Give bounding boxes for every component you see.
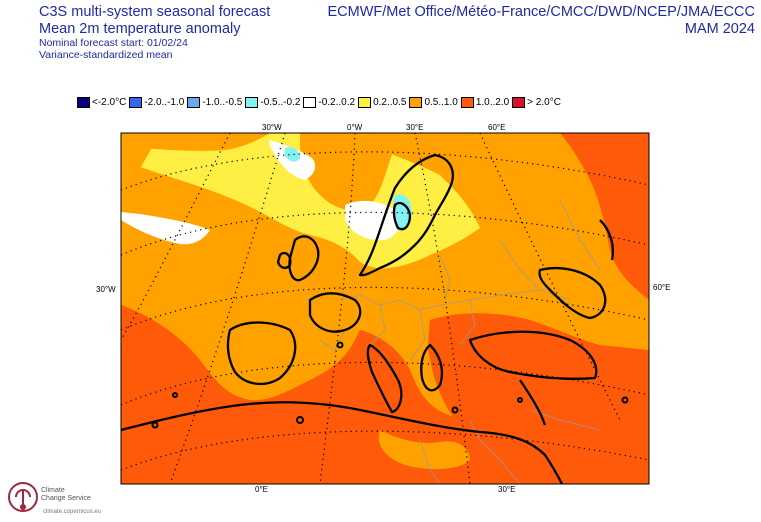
coastlines bbox=[121, 153, 614, 484]
legend-label: 0.2..0.5 bbox=[373, 96, 407, 108]
legend-swatch bbox=[77, 96, 90, 108]
legend-swatch bbox=[460, 96, 474, 108]
legend-item: -1.0..-0.5 bbox=[187, 96, 243, 108]
field-orange-iceland bbox=[300, 133, 392, 211]
legend-item: 0.2..0.5 bbox=[358, 96, 407, 108]
legend-item: > 2.0°C bbox=[512, 96, 561, 108]
legend: <-2.0°C -2.0..-1.0 -1.0..-0.5 -0.5..-0.2 -0.… bbox=[77, 95, 564, 109]
legend-label: 0.5..1.0 bbox=[424, 96, 458, 108]
legend-swatch bbox=[512, 96, 526, 108]
forecast-method: Variance-standardized mean bbox=[39, 49, 173, 62]
logo-name-line2: Change Service bbox=[41, 494, 91, 502]
forecast-start: Nominal forecast start: 01/02/24 bbox=[39, 37, 188, 50]
legend-label: <-2.0°C bbox=[92, 96, 127, 108]
season-label: MAM 2024 bbox=[684, 20, 755, 37]
lat-label-right-60e: 60°E bbox=[653, 283, 670, 292]
legend-label: -0.2..0.2 bbox=[318, 96, 356, 108]
field-orange-top bbox=[121, 133, 270, 151]
legend-swatch bbox=[129, 96, 143, 108]
map-frame bbox=[120, 132, 650, 485]
logo-name-line1: Climate bbox=[41, 487, 65, 494]
legend-swatch bbox=[358, 96, 372, 108]
systems-block: ECMWF/Met Office/Météo-France/CMCC/DWD/N… bbox=[327, 4, 755, 37]
field-orange-libya bbox=[378, 430, 470, 470]
lon-label-top-30e: 30°E bbox=[406, 123, 423, 132]
legend-label: > 2.0°C bbox=[527, 96, 561, 108]
field-red-northeast bbox=[560, 133, 649, 300]
field-red-balkans bbox=[428, 313, 649, 484]
legend-item: -0.5..-0.2 bbox=[245, 96, 301, 108]
lon-label-top-60e: 60°E bbox=[488, 123, 505, 132]
map-field bbox=[121, 133, 649, 484]
copernicus-logo: Climate Change Service climate.copernicu… bbox=[7, 480, 127, 520]
legend-label: 1.0..2.0 bbox=[475, 96, 510, 108]
lon-label-top-0w: 0°W bbox=[347, 123, 363, 132]
legend-label: -2.0..-1.0 bbox=[144, 96, 185, 108]
legend-item: 1.0..2.0 bbox=[460, 96, 510, 108]
field-cyan-greenland bbox=[285, 147, 300, 162]
lon-label-top-30w: 30°W bbox=[262, 123, 282, 132]
title-block: C3S multi-system seasonal forecast Mean … bbox=[39, 4, 270, 61]
legend-item: 0.5..1.0 bbox=[409, 96, 458, 108]
logo-url: climate.copernicus.eu bbox=[43, 509, 102, 515]
field-white-west bbox=[121, 212, 210, 245]
legend-item: <-2.0°C bbox=[77, 96, 127, 108]
legend-swatch bbox=[187, 96, 201, 108]
legend-item: -0.2..0.2 bbox=[303, 96, 356, 108]
field-orange-corner bbox=[121, 133, 160, 190]
forecast-title: C3S multi-system seasonal forecast bbox=[39, 4, 271, 20]
lon-label-bottom-0e: 0°E bbox=[255, 485, 268, 494]
climate-logo-icon bbox=[8, 482, 38, 512]
legend-label: -0.5..-0.2 bbox=[260, 96, 301, 108]
lat-label-left-30w: 30°W bbox=[96, 285, 116, 294]
legend-swatch bbox=[303, 96, 317, 108]
graticule bbox=[121, 133, 649, 484]
legend-swatch bbox=[245, 96, 259, 108]
lon-label-bottom-30e: 30°E bbox=[498, 485, 515, 494]
forecast-subtitle: Mean 2m temperature anomaly bbox=[39, 20, 241, 37]
legend-label: -1.0..-0.5 bbox=[202, 96, 243, 108]
legend-item: -2.0..-1.0 bbox=[129, 96, 185, 108]
islands bbox=[151, 341, 629, 429]
systems-list: ECMWF/Met Office/Météo-France/CMCC/DWD/N… bbox=[327, 4, 755, 20]
legend-swatch bbox=[409, 96, 423, 108]
logo-text: Climate Change Service bbox=[41, 487, 91, 502]
